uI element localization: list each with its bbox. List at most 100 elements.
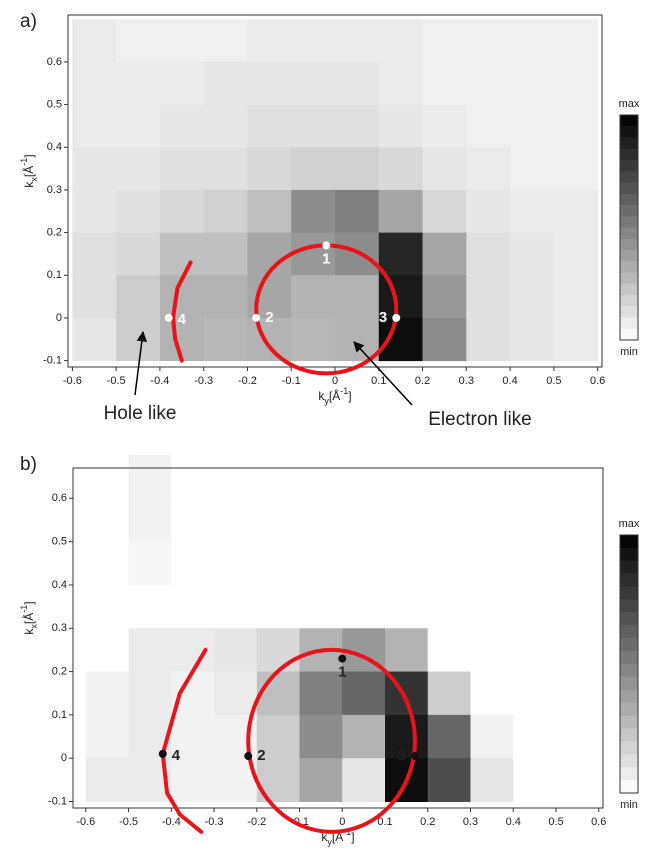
heat-cell xyxy=(85,541,130,586)
x-tick-label: -0.4 xyxy=(162,816,181,828)
colorbar-step xyxy=(620,586,638,600)
colorbar-step xyxy=(620,115,638,127)
heat-cell xyxy=(159,317,205,362)
heat-cell xyxy=(555,584,600,629)
heat-cell xyxy=(85,498,130,543)
x-tick-label: 0.2 xyxy=(415,375,430,387)
heat-cell xyxy=(256,584,301,629)
arrow xyxy=(134,330,148,396)
colorbar-step xyxy=(620,328,638,341)
colorbar-label: min xyxy=(620,799,638,811)
heat-cell xyxy=(553,147,599,191)
heat-cell xyxy=(72,189,117,234)
axis-label-part: y xyxy=(327,837,332,847)
colorbar-step xyxy=(620,295,638,307)
x-tick-label: 0.5 xyxy=(548,816,563,828)
heat-cell xyxy=(72,147,117,191)
x-tick-label: -0.2 xyxy=(247,816,266,828)
colorbar-step xyxy=(620,227,638,240)
heat-cell xyxy=(513,498,557,543)
colorbar-step xyxy=(620,193,638,206)
axis-label: kx[Å-1] xyxy=(19,154,39,187)
colorbar-step xyxy=(620,238,638,251)
colorbar-step xyxy=(620,137,638,150)
heat-cell xyxy=(203,232,248,276)
heat-cell xyxy=(553,275,599,319)
heat-cell xyxy=(385,628,429,673)
heat-cell xyxy=(422,147,467,191)
heat-cell xyxy=(247,104,292,148)
k-point-label: 2 xyxy=(257,747,265,764)
heat-cell xyxy=(256,498,301,543)
x-tick-label: -0.1 xyxy=(282,375,301,387)
x-tick-label: 0.2 xyxy=(420,816,435,828)
heat-cell xyxy=(159,189,205,234)
heat-cell xyxy=(214,671,258,716)
k-point xyxy=(338,654,347,663)
heat-cell xyxy=(513,671,557,716)
colorbar-step xyxy=(620,148,638,161)
heat-cell xyxy=(385,584,429,629)
axis-label-part: k xyxy=(22,181,36,188)
heat-cell xyxy=(422,317,467,362)
heat-cell xyxy=(291,275,336,319)
heat-cell xyxy=(335,232,380,276)
heat-cell xyxy=(171,714,215,759)
heat-cell xyxy=(299,584,343,629)
colorbar-step xyxy=(620,625,638,639)
heat-cell xyxy=(335,104,380,148)
heat-cell xyxy=(466,317,511,362)
y-tick-label: 0 xyxy=(56,312,62,324)
heat-cell xyxy=(510,61,555,106)
x-tick-label: -0.5 xyxy=(107,375,126,387)
heat-cell xyxy=(214,541,258,586)
x-tick-label: -0.2 xyxy=(238,375,257,387)
heat-cell xyxy=(159,19,205,63)
heat-cell xyxy=(335,19,380,63)
heat-cell xyxy=(203,104,248,148)
colorbar-step xyxy=(620,612,638,626)
arrow xyxy=(353,341,413,406)
heat-cell xyxy=(203,317,248,362)
y-tick-label: 0.4 xyxy=(52,579,67,591)
heat-cell xyxy=(171,628,215,673)
heat-cell xyxy=(427,714,471,759)
x-tick-label: 0.1 xyxy=(377,816,392,828)
heat-cell xyxy=(128,671,172,716)
axis-label-part: y xyxy=(324,396,329,406)
axis-label-part: x xyxy=(29,624,39,629)
axis-label-part: ] xyxy=(22,601,36,604)
heat-cell xyxy=(291,61,336,106)
plot-frame xyxy=(72,467,604,809)
heat-cell xyxy=(247,61,292,106)
heat-cell xyxy=(128,455,172,499)
heat-cell xyxy=(159,232,205,276)
heat-cell xyxy=(342,498,386,543)
heat-cell xyxy=(72,61,117,106)
k-point-label: 1 xyxy=(338,664,346,681)
axis-label-part: -1 xyxy=(19,158,29,166)
heat-cell xyxy=(553,232,599,276)
heat-cell xyxy=(116,317,161,362)
heat-cell xyxy=(72,19,117,63)
heat-cell xyxy=(470,628,514,673)
axis-label-part: ] xyxy=(22,154,36,157)
heat-cell xyxy=(510,189,555,234)
heat-cell xyxy=(427,758,471,803)
x-tick-label: 0 xyxy=(339,816,345,828)
heat-cell xyxy=(335,189,380,234)
heat-cell xyxy=(214,455,258,499)
heat-cell xyxy=(466,275,511,319)
axis-label-part: k xyxy=(318,389,325,403)
heat-cell xyxy=(553,19,599,63)
heat-cell xyxy=(466,104,511,148)
heat-cell xyxy=(247,147,292,191)
colorbar-step xyxy=(620,754,638,768)
heat-cell xyxy=(85,714,130,759)
fermi-arc xyxy=(171,260,193,363)
heat-cell xyxy=(171,758,215,803)
colorbar-step xyxy=(620,728,638,742)
colorbar-step xyxy=(620,741,638,755)
heat-cell xyxy=(299,714,343,759)
colorbar-step xyxy=(620,216,638,228)
